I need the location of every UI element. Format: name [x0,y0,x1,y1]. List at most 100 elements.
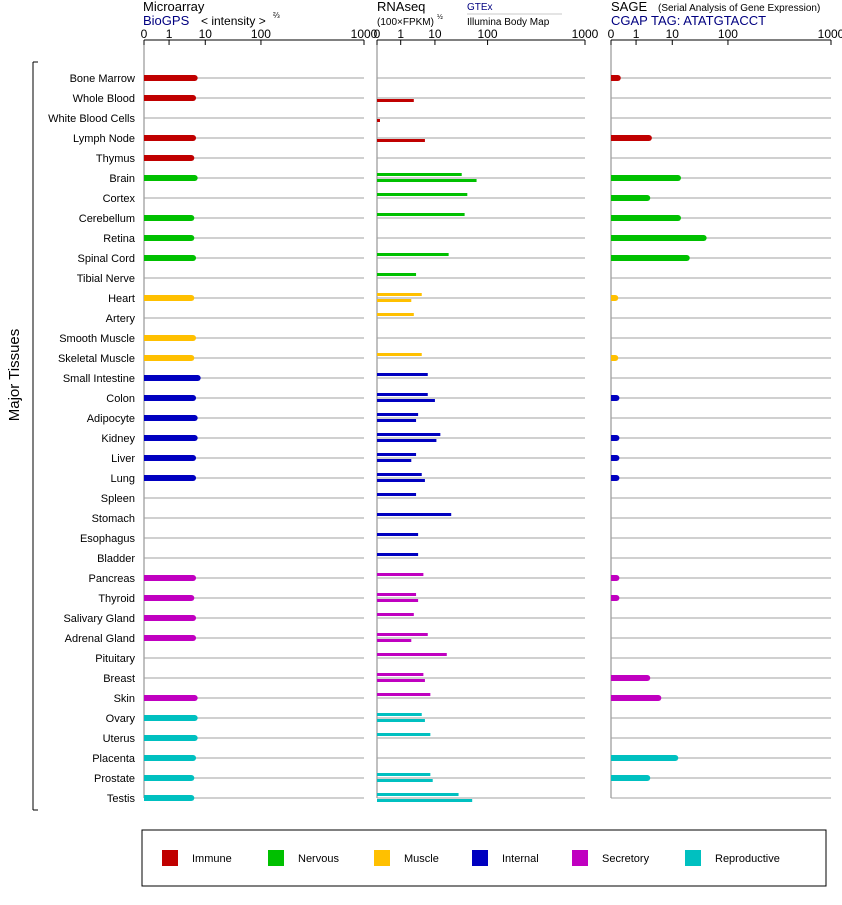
sage-header: SAGE (Serial Analysis of Gene Expression… [611,0,820,28]
sage-bar-cap [655,695,662,701]
rnaseq-tick-label: 1000 [572,27,599,41]
rnaseq-tick-label: 10 [428,27,442,41]
sage-bar [611,695,659,701]
sage-bar-cap [613,595,620,601]
tissue-label: Ovary [106,713,136,725]
legend-label: Muscle [404,853,439,865]
tissue-label: Pancreas [89,573,136,585]
microarray-title: Microarray [143,0,205,14]
legend-swatch [472,850,488,866]
rnaseq-tick-label: 1 [397,27,404,41]
microarray-bar-cap [190,615,197,621]
rnaseq-illumina-bar [377,779,433,782]
rnaseq-tick-label: 0 [374,27,381,41]
rnaseq-gtex-bar [377,653,447,656]
sage-bar [611,675,648,681]
microarray-bar-cap [188,155,195,161]
rnaseq-illumina-bar [377,599,419,602]
sage-title: SAGE [611,0,647,14]
microarray-bar-cap [191,715,198,721]
rnaseq-tick-label: 100 [478,27,498,41]
rnaseq-illumina-bar [377,479,425,482]
sage-tag: CGAP TAG: ATATGTACCT [611,13,766,28]
tissue-label: Testis [107,793,136,805]
rnaseq-illumina-bar [377,179,477,182]
microarray-bar [144,415,195,421]
tissue-label: Brain [109,173,135,185]
sage-bar-cap [674,215,681,221]
sage-bar-cap [613,435,620,441]
tissue-label: Kidney [101,433,135,445]
sage-subtitle: (Serial Analysis of Gene Expression) [658,3,820,14]
sage-bar [611,135,649,141]
legend: Immune Nervous Muscle Internal Secretory Repr… [162,850,780,866]
rnaseq-illumina-bar [377,459,412,462]
rnaseq-gtex-bar [377,273,417,276]
microarray-bar-cap [188,355,195,361]
microarray-bar-cap [190,475,197,481]
sage-bar [611,195,648,201]
microarray-bar-cap [188,215,195,221]
microarray-bar [144,155,192,161]
microarray-unit-exponent: ⅔ [273,11,280,20]
rnaseq-gtex-bar [377,433,441,436]
tissue-label: Breast [103,673,135,685]
legend-item-reproductive: Reproductive [685,850,780,866]
sage-tick-label: 0 [608,27,615,41]
tissue-label: Skeletal Muscle [58,353,135,365]
sage-bar-cap [644,675,651,681]
microarray-bar-cap [188,595,195,601]
tissue-label: Lung [111,473,135,485]
rnaseq-illumina-bar [377,119,380,122]
sage-bar-cap [613,475,620,481]
rnaseq-gtex-bar [377,353,422,356]
legend-label: Nervous [298,853,339,865]
microarray-bar [144,595,192,601]
legend-item-nervous: Nervous [268,850,339,866]
legend-label: Immune [192,853,232,865]
sage-bar [611,775,648,781]
sage-tick-label: 1 [633,27,640,41]
tissue-label: Retina [103,233,136,245]
sage-bar-cap [645,135,652,141]
tissue-label: Cortex [103,193,136,205]
rnaseq-illumina-bar [377,719,425,722]
microarray-bar-cap [190,575,197,581]
microarray-bar [144,75,195,81]
sage-bar-cap [700,235,707,241]
microarray-unit: < intensity > [201,14,266,28]
microarray-bar [144,475,194,481]
rnaseq-gtex-bar [377,393,428,396]
tissue-label: Adipocyte [87,413,135,425]
microarray-bar [144,715,195,721]
sage-bar-cap [613,395,620,401]
tissue-label: Esophagus [80,533,136,545]
tissue-label: Whole Blood [73,93,135,105]
microarray-header: Microarray BioGPS < intensity > ⅔ [143,0,280,28]
microarray-panel: 0 1 10 100 1000 [141,27,378,801]
microarray-bar [144,395,194,401]
sage-panel: 0 1 10 100 1000 [608,27,842,799]
tissue-label: Small Intestine [63,373,135,385]
rnaseq-gtex-bar [377,733,431,736]
microarray-bar [144,255,194,261]
microarray-bar [144,435,195,441]
microarray-source: BioGPS [143,13,190,28]
rnaseq-gtex-bar [377,593,417,596]
legend-swatch [162,850,178,866]
rnaseq-illumina-bar [377,99,414,102]
tissue-label: Uterus [103,733,136,745]
legend-item-secretory: Secretory [572,850,650,866]
sage-bar-cap [612,355,619,361]
rnaseq-gtex-bar [377,613,414,616]
microarray-bar-cap [188,295,195,301]
microarray-bar [144,455,194,461]
sage-bar-cap [613,455,620,461]
microarray-bar-cap [190,635,197,641]
microarray-bar [144,615,194,621]
rnaseq-gtex-bar [377,533,419,536]
sage-bar-cap [674,175,681,181]
microarray-tick-label: 10 [199,27,213,41]
microarray-bar-cap [190,95,197,101]
